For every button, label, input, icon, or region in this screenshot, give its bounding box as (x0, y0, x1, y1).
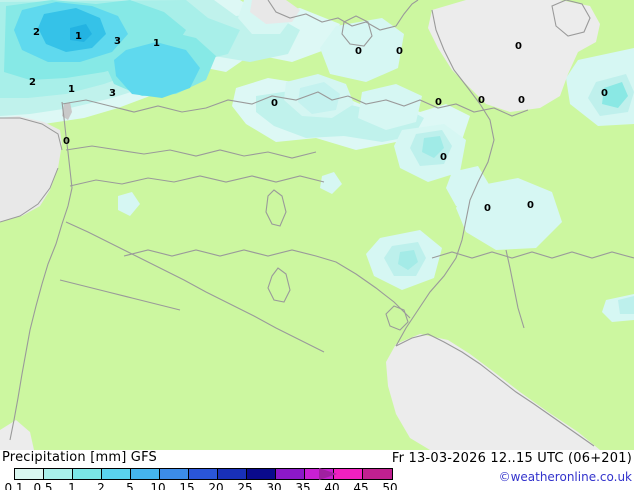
precipitation-color-legend[interactable] (14, 468, 393, 480)
precip-label: 2 (33, 27, 40, 38)
precip-patch-left-small (118, 192, 140, 216)
legend-overflow-arrow-icon (319, 468, 337, 480)
legend-swatch-20 (218, 469, 247, 479)
precip-patch-mid-1-core (422, 136, 444, 158)
legend-swatch-40 (334, 469, 363, 479)
legend-swatch-2 (102, 469, 131, 479)
precipitation-map[interactable]: 2 1 3 1 2 1 3 0 0 0 0 0 0 0 0 0 0 0 0 (0, 0, 634, 450)
precip-patch-north-central-2 (298, 82, 340, 114)
precip-patch-mid-3 (456, 178, 562, 250)
precip-label: 0 (518, 95, 525, 106)
precip-label: 1 (153, 38, 160, 49)
legend-tick: 30 (266, 481, 282, 490)
precip-label: 0 (63, 136, 70, 147)
map-footer: Precipitation [mm] GFS 0.1 0.5 1 2 5 10 … (0, 450, 634, 490)
legend-tick: 20 (208, 481, 224, 490)
legend-tick: 25 (237, 481, 253, 490)
precip-label: 1 (68, 84, 75, 95)
legend-tick: 10 (150, 481, 166, 490)
legend-swatch-0.5 (44, 469, 73, 479)
legend-title: Precipitation [mm] GFS (2, 450, 157, 465)
red-sea (0, 420, 34, 450)
sea-top-left-inlet (250, 0, 300, 24)
legend-swatch-1 (73, 469, 102, 479)
dead-sea (62, 102, 72, 120)
legend-tick: 15 (179, 481, 195, 490)
precip-label: 0 (355, 46, 362, 57)
legend-tick: 0.1 (4, 481, 24, 490)
precip-label: 0 (440, 152, 447, 163)
legend-swatch-30 (276, 469, 305, 479)
precip-cell-core (70, 24, 92, 42)
legend-swatch-15 (189, 469, 218, 479)
precip-patch-far-east-2 (618, 296, 634, 314)
precip-label: 0 (396, 46, 403, 57)
legend-tick: 45 (353, 481, 369, 490)
precip-label: 0 (435, 97, 442, 108)
model-run-timestamp: Fr 13-03-2026 12..15 UTC (06+201) (391, 451, 632, 466)
precip-label: 0 (601, 88, 608, 99)
legend-tick-labels: 0.1 0.5 1 2 5 10 15 20 25 30 35 40 45 50 (0, 481, 397, 490)
legend-swatch-45 (363, 469, 392, 479)
legend-tick: 1 (68, 481, 76, 490)
mediterranean-sea-2 (0, 120, 56, 214)
country-borders (9, 0, 634, 447)
precip-label: 0 (484, 203, 491, 214)
legend-tick: 5 (126, 481, 134, 490)
precip-label: 0 (478, 95, 485, 106)
precip-patch-left-small-2 (320, 172, 342, 194)
legend-swatch-10 (160, 469, 189, 479)
legend-swatch-25 (247, 469, 276, 479)
precip-label: 0 (527, 200, 534, 211)
precip-band-5-b (114, 42, 200, 98)
coastline (0, 117, 63, 223)
precip-patch-southwest-core (398, 250, 418, 270)
arabian-desert-plain (428, 0, 600, 112)
precip-label: 3 (109, 88, 116, 99)
legend-tick: 40 (324, 481, 340, 490)
legend-swatch-5 (131, 469, 160, 479)
legend-swatch-0.1 (15, 469, 44, 479)
map-canvas (0, 0, 634, 450)
precip-label: 2 (29, 77, 36, 88)
legend-tick: 0.5 (33, 481, 53, 490)
legend-tick: 35 (295, 481, 311, 490)
legend-tick: 50 (382, 481, 398, 490)
precip-label: 0 (515, 41, 522, 52)
precip-label: 3 (114, 36, 121, 47)
precip-label: 1 (75, 31, 82, 42)
precip-patch-east-2 (358, 84, 422, 130)
legend-tick: 2 (97, 481, 105, 490)
precip-label: 0 (271, 98, 278, 109)
precip-patch-east-1 (320, 18, 404, 82)
copyright-notice[interactable]: ©weatheronline.co.uk (498, 470, 632, 484)
precip-patch-east-6 (602, 82, 628, 108)
persian-gulf (386, 334, 600, 450)
